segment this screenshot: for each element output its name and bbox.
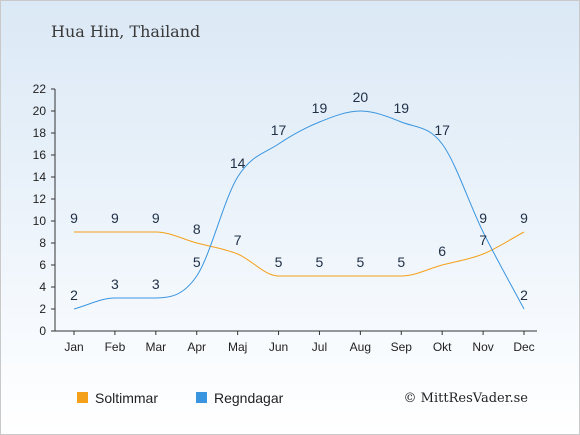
y-tick-label: 20 bbox=[33, 104, 47, 118]
x-tick-label: Maj bbox=[228, 340, 247, 354]
x-tick-label: Jan bbox=[64, 340, 83, 354]
series-line-soltimmar bbox=[73, 231, 525, 277]
data-label-regndagar: 14 bbox=[230, 155, 246, 171]
x-tick-label: Apr bbox=[187, 340, 206, 354]
y-tick-label: 12 bbox=[33, 192, 47, 206]
data-label-soltimmar: 8 bbox=[193, 221, 201, 237]
y-tick-label: 0 bbox=[39, 324, 46, 338]
x-tick-label: Okt bbox=[433, 340, 452, 354]
data-label-regndagar: 5 bbox=[193, 254, 201, 270]
data-label-regndagar: 2 bbox=[520, 287, 528, 303]
y-tick-labels: 0 2 4 6 8 10 12 14 16 18 20 22 bbox=[33, 82, 47, 338]
data-label-soltimmar: 9 bbox=[520, 210, 528, 226]
data-label-soltimmar: 6 bbox=[438, 243, 446, 259]
data-label-regndagar: 3 bbox=[111, 276, 119, 292]
y-tick-label: 8 bbox=[39, 236, 46, 250]
credit-text: © MittResVader.se bbox=[404, 391, 529, 406]
data-label-soltimmar: 9 bbox=[111, 210, 119, 226]
y-tick-label: 10 bbox=[33, 214, 47, 228]
data-label-regndagar: 9 bbox=[479, 210, 487, 226]
data-label-regndagar: 19 bbox=[312, 100, 328, 116]
data-label-soltimmar: 5 bbox=[397, 254, 405, 270]
x-tick-label: Aug bbox=[350, 340, 371, 354]
legend-swatch-regndagar bbox=[196, 392, 207, 403]
data-label-soltimmar: 9 bbox=[70, 210, 78, 226]
data-label-regndagar: 19 bbox=[393, 100, 409, 116]
data-label-soltimmar: 9 bbox=[152, 210, 160, 226]
data-label-regndagar: 17 bbox=[434, 122, 450, 138]
x-tick-label: Dec bbox=[513, 340, 534, 354]
data-label-regndagar: 17 bbox=[271, 122, 287, 138]
legend-label-regndagar: Regndagar bbox=[214, 390, 284, 406]
data-label-regndagar: 3 bbox=[152, 276, 160, 292]
data-label-soltimmar: 7 bbox=[234, 232, 242, 248]
chart-title: Hua Hin, Thailand bbox=[51, 22, 200, 41]
y-tick-label: 16 bbox=[33, 148, 47, 162]
data-label-soltimmar: 5 bbox=[316, 254, 324, 270]
axes bbox=[51, 88, 537, 335]
legend: Soltimmar Regndagar bbox=[77, 390, 284, 406]
data-labels: 9 9 9 8 7 5 5 5 5 6 7 9 2 3 3 5 14 17 19 20 19 17 9 2 bbox=[70, 89, 528, 303]
legend-label-soltimmar: Soltimmar bbox=[95, 390, 158, 406]
y-tick-label: 18 bbox=[33, 126, 47, 140]
y-tick-label: 2 bbox=[39, 302, 46, 316]
data-label-soltimmar: 5 bbox=[275, 254, 283, 270]
x-tick-labels: Jan Feb Mar Apr Maj Jun Jul Aug Sep Okt Nov Dec bbox=[64, 340, 534, 354]
y-tick-label: 22 bbox=[33, 82, 47, 96]
data-label-soltimmar: 5 bbox=[356, 254, 364, 270]
x-tick-label: Sep bbox=[391, 340, 413, 354]
x-tick-label: Nov bbox=[472, 340, 493, 354]
y-tick-label: 4 bbox=[39, 280, 46, 294]
x-tick-label: Jul bbox=[312, 340, 327, 354]
y-tick-label: 14 bbox=[33, 170, 47, 184]
legend-swatch-soltimmar bbox=[77, 392, 88, 403]
series-line-regndagar bbox=[73, 110, 525, 310]
x-tick-label: Mar bbox=[145, 340, 166, 354]
x-tick-label: Jun bbox=[269, 340, 288, 354]
data-label-regndagar: 20 bbox=[353, 89, 369, 105]
series-lines bbox=[73, 110, 525, 310]
data-label-regndagar: 2 bbox=[70, 287, 78, 303]
x-tick-label: Feb bbox=[105, 340, 126, 354]
data-label-soltimmar: 7 bbox=[479, 232, 487, 248]
y-tick-label: 6 bbox=[39, 258, 46, 272]
